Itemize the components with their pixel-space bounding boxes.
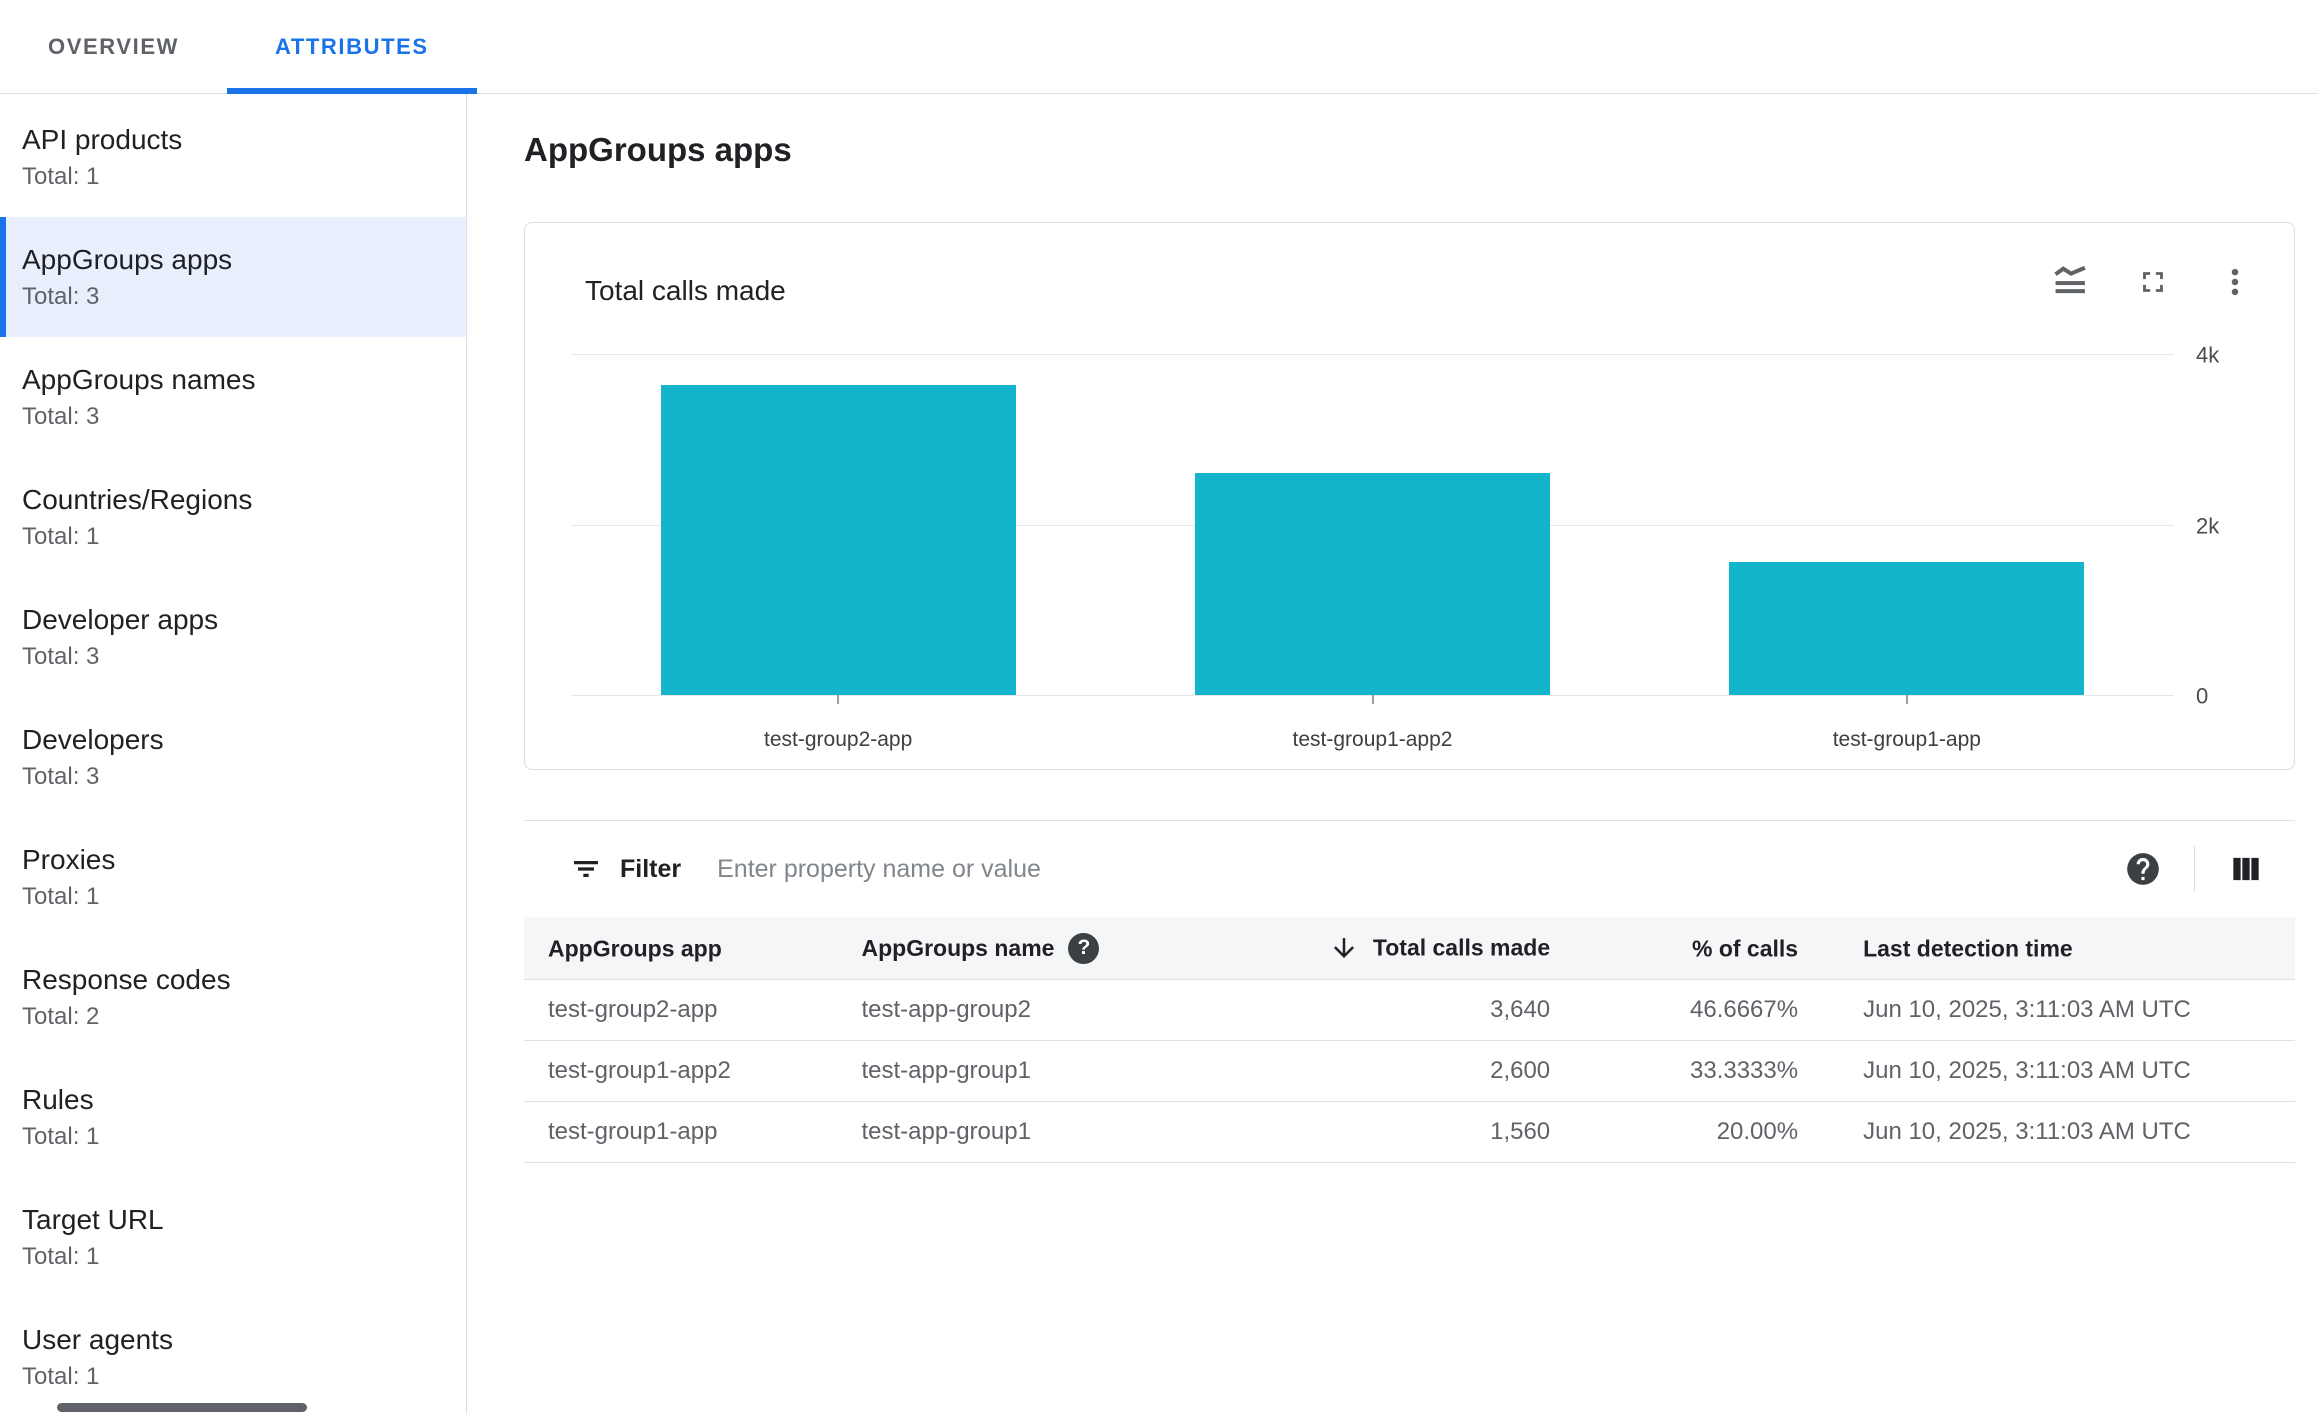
tab-attributes[interactable]: ATTRIBUTES	[226, 0, 477, 94]
attributes-sidebar: API products Total: 1 AppGroups apps Tot…	[0, 94, 467, 1414]
sidebar-item-developers[interactable]: Developers Total: 3	[0, 697, 466, 817]
sidebar-item-response-codes[interactable]: Response codes Total: 2	[0, 937, 466, 1057]
fullscreen-icon[interactable]	[2134, 263, 2172, 301]
y-axis-label-4k: 4k	[2196, 342, 2220, 368]
cell-pct-of-calls: 20.00%	[1551, 1101, 1800, 1163]
horizontal-scrollbar-thumb[interactable]	[57, 1403, 307, 1412]
x-axis-label-test-group1-app2: test-group1-app2	[1292, 728, 1453, 751]
sidebar-item-total: Total: 3	[22, 763, 100, 790]
sort-descending-icon	[1333, 938, 1354, 958]
cell-appgroups-name: test-app-group1	[860, 1101, 1251, 1163]
tab-overview[interactable]: OVERVIEW	[0, 0, 227, 93]
sidebar-item-countries-regions[interactable]: Countries/Regions Total: 1	[0, 457, 466, 577]
x-axis-label-test-group1-app: test-group1-app	[1832, 728, 1981, 751]
more-options-icon[interactable]	[2216, 263, 2254, 301]
cell-appgroups-app: test-group1-app	[524, 1101, 861, 1163]
sidebar-item-total: Total: 3	[22, 403, 100, 430]
table-row[interactable]: test-group1-app2 test-app-group1 2,600 3…	[524, 1040, 2295, 1102]
col-header-last-detection-time[interactable]: Last detection time	[1799, 917, 2295, 980]
table-row[interactable]: test-group2-app test-app-group2 3,640 46…	[524, 979, 2295, 1041]
tab-overview-label: OVERVIEW	[48, 33, 179, 59]
col-header-appgroups-app[interactable]: AppGroups app	[524, 917, 861, 980]
total-calls-chart-card: Total calls made	[524, 222, 2295, 770]
sidebar-item-proxies[interactable]: Proxies Total: 1	[0, 817, 466, 937]
area-chart-icon	[2054, 265, 2086, 294]
y-axis-label-0: 0	[2196, 683, 2209, 709]
sidebar-item-target-url[interactable]: Target URL Total: 1	[0, 1177, 466, 1297]
cell-pct-of-calls: 33.3333%	[1551, 1040, 1800, 1102]
cell-appgroups-app: test-group2-app	[524, 979, 861, 1041]
filter-input[interactable]	[715, 853, 2124, 885]
table-section: Filter	[524, 820, 2295, 1163]
sidebar-item-appgroups-names[interactable]: AppGroups names Total: 3	[0, 337, 466, 457]
col-header-pct-of-calls[interactable]: % of calls	[1551, 917, 1800, 980]
x-tick-test-group1-app	[1905, 695, 1908, 704]
bar-test-group1-app2[interactable]	[1195, 473, 1550, 695]
sidebar-item-total: Total: 3	[22, 643, 100, 670]
sidebar-item-label: AppGroups names	[22, 364, 256, 395]
cell-appgroups-app: test-group1-app2	[524, 1040, 861, 1102]
main-content: AppGroups apps Total calls made	[467, 94, 2318, 1414]
filter-actions	[2124, 846, 2295, 892]
sidebar-item-label: Developers	[22, 724, 164, 755]
cell-total-calls: 3,640	[1250, 979, 1552, 1041]
x-tick-test-group1-app2	[1371, 695, 1374, 704]
sidebar-item-label: API products	[22, 124, 183, 155]
cell-pct-of-calls: 46.6667%	[1551, 979, 1800, 1041]
sidebar-item-total: Total: 1	[22, 523, 100, 550]
x-axis-label-test-group2-app: test-group2-app	[764, 728, 913, 751]
cell-last-detection-time: Jun 10, 2025, 3:11:03 AM UTC	[1799, 1101, 2295, 1163]
sidebar-item-label: Rules	[22, 1084, 94, 1115]
bar-test-group2-app[interactable]	[660, 384, 1016, 695]
cell-appgroups-name: test-app-group2	[860, 979, 1251, 1041]
gridline-4k	[571, 354, 2174, 355]
filter-bar: Filter	[524, 820, 2295, 917]
bar-test-group1-app[interactable]	[1729, 562, 2085, 695]
sidebar-item-developer-apps[interactable]: Developer apps Total: 3	[0, 577, 466, 697]
sidebar-item-label: Developer apps	[22, 604, 219, 635]
sidebar-item-label: AppGroups apps	[22, 244, 233, 275]
sidebar-item-label: Countries/Regions	[22, 484, 253, 515]
chart-actions	[2052, 263, 2254, 301]
sidebar-item-total: Total: 1	[22, 1243, 100, 1270]
x-tick-test-group2-app	[837, 695, 840, 704]
sidebar-item-rules[interactable]: Rules Total: 1	[0, 1057, 466, 1177]
y-axis-label-2k: 2k	[2196, 512, 2220, 538]
chart-style-icon[interactable]	[2052, 263, 2090, 301]
sidebar-item-api-products[interactable]: API products Total: 1	[0, 97, 466, 217]
tab-attributes-label: ATTRIBUTES	[274, 33, 429, 59]
tab-bar: OVERVIEW ATTRIBUTES	[0, 0, 2318, 94]
sidebar-item-label: Response codes	[22, 964, 231, 995]
sidebar-item-total: Total: 1	[22, 1123, 100, 1150]
sidebar-item-total: Total: 3	[22, 283, 100, 310]
vertical-divider	[2194, 846, 2195, 892]
filter-icon	[574, 861, 598, 877]
chart-title: Total calls made	[585, 275, 786, 306]
sidebar-item-total: Total: 1	[22, 163, 100, 190]
sidebar-item-label: Proxies	[22, 844, 116, 875]
sidebar-item-total: Total: 2	[22, 1003, 100, 1030]
cell-total-calls: 2,600	[1250, 1040, 1552, 1102]
appgroups-table: AppGroups app AppGroups name? Total call…	[524, 917, 2295, 1163]
sidebar-item-total: Total: 1	[22, 883, 100, 910]
cell-appgroups-name: test-app-group1	[860, 1040, 1251, 1102]
table-row[interactable]: test-group1-app test-app-group1 1,560 20…	[524, 1101, 2295, 1163]
table-header-row: AppGroups app AppGroups name? Total call…	[524, 917, 2295, 980]
filter-label: Filter	[620, 854, 682, 883]
cell-last-detection-time: Jun 10, 2025, 3:11:03 AM UTC	[1799, 1040, 2295, 1102]
bar-chart-plot: 4k 2k 0 test-group2-app test-group1-app2 test…	[571, 342, 2219, 751]
col-header-total-calls[interactable]: Total calls made	[1250, 917, 1552, 980]
cell-total-calls: 1,560	[1250, 1101, 1552, 1163]
col-header-appgroups-name[interactable]: AppGroups name?	[860, 917, 1251, 980]
sidebar-item-appgroups-apps[interactable]: AppGroups apps Total: 3	[0, 217, 466, 337]
appgroups-name-help-icon[interactable]: ?	[1068, 932, 1100, 964]
column-options-icon[interactable]	[2227, 850, 2265, 888]
sidebar-item-total: Total: 1	[22, 1363, 100, 1390]
sidebar-item-label: User agents	[22, 1324, 173, 1355]
sidebar-item-user-agents[interactable]: User agents Total: 1	[0, 1297, 466, 1414]
sidebar-item-label: Target URL	[22, 1204, 164, 1235]
cell-last-detection-time: Jun 10, 2025, 3:11:03 AM UTC	[1799, 979, 2295, 1041]
help-icon[interactable]	[2124, 850, 2162, 888]
page-title: AppGroups apps	[524, 131, 792, 168]
